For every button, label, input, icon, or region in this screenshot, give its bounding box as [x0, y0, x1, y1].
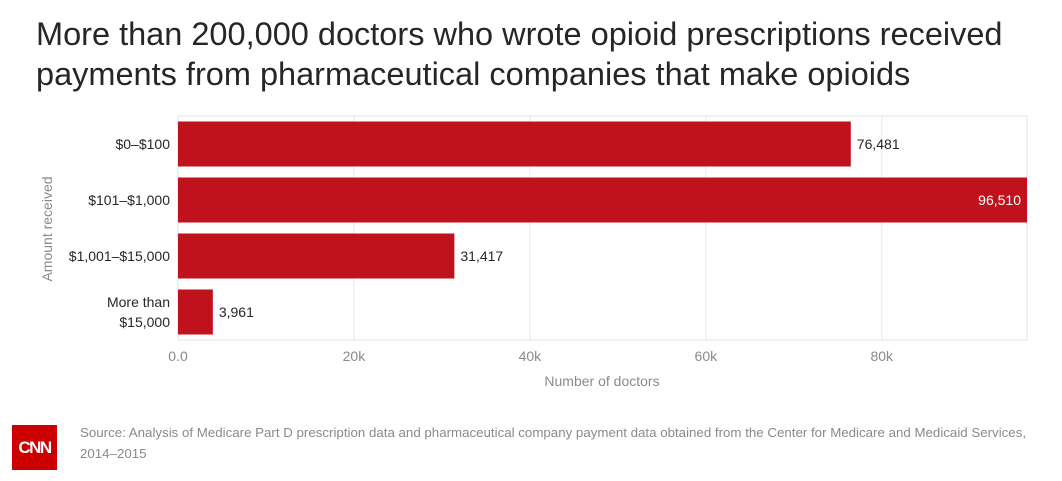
chart-title: More than 200,000 doctors who wrote opio…: [36, 16, 1003, 92]
y-category-label: $101–$1,000: [88, 192, 170, 208]
cnn-logo: CNN: [12, 425, 57, 470]
x-tick-label: 60k: [695, 348, 719, 364]
bar-value-label: 3,961: [219, 304, 254, 320]
bars: [178, 121, 1027, 335]
y-category-label: $1,001–$15,000: [69, 248, 170, 264]
bar-value-label: 31,417: [460, 248, 503, 264]
plot-frame: [177, 115, 1028, 341]
bar: [178, 177, 1027, 223]
x-tick-label: 40k: [519, 348, 543, 364]
bar-value-label: 96,510: [978, 192, 1021, 208]
bar: [178, 289, 213, 335]
cnn-logo-text: CNN: [18, 437, 52, 457]
x-axis-title: Number of doctors: [544, 373, 659, 389]
x-tick-label: 20k: [343, 348, 367, 364]
labels: 0.0 20k 40k 60k 80k 76,481 $0–$100 96,510 $101–$…: [69, 136, 1021, 364]
y-axis-title: Amount received: [39, 176, 55, 281]
bar-chart: 0.0 20k 40k 60k 80k 76,481 $0–$100 96,510 $101–$…: [39, 115, 1028, 389]
x-tick-label: 0.0: [168, 348, 188, 364]
bar: [178, 233, 455, 279]
bar-value-label: 76,481: [857, 136, 900, 152]
source-note: Source: Analysis of Medicare Part D pres…: [80, 425, 1027, 461]
y-category-label: $0–$100: [115, 136, 170, 152]
x-tick-label: 80k: [870, 348, 894, 364]
bar: [178, 121, 851, 167]
y-category-label: More than $15,000: [107, 294, 170, 330]
